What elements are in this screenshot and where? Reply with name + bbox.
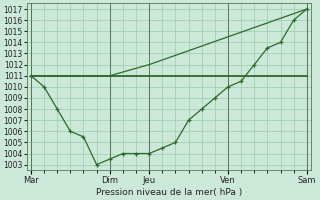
X-axis label: Pression niveau de la mer( hPa ): Pression niveau de la mer( hPa ) — [96, 188, 242, 197]
